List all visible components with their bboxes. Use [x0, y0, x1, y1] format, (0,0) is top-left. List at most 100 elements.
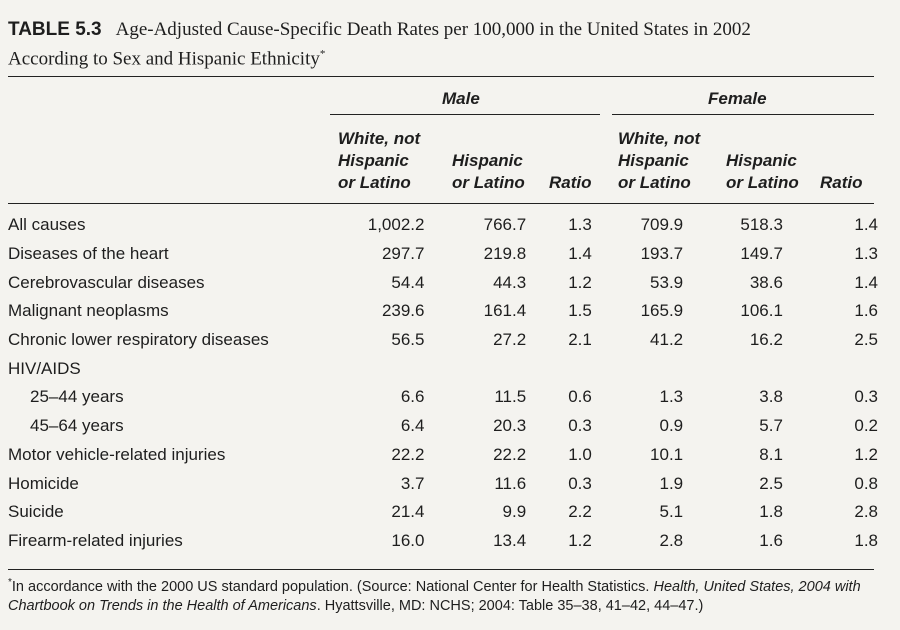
male-white-cell: 21.4: [391, 502, 425, 522]
female-ratio-cell: 0.2: [854, 416, 878, 436]
table-label: TABLE 5.3: [8, 19, 102, 40]
male-white-cell: 16.0: [391, 530, 425, 550]
female-hispanic-cell: 106.1: [740, 301, 783, 321]
male-hispanic-header: Hispanic or Latino: [452, 150, 525, 194]
footnote-text-a: In accordance with the 2000 US standard …: [11, 578, 654, 595]
cause-cell: 25–44 years: [30, 387, 124, 407]
female-white-cell: 5.1: [659, 502, 684, 522]
female-ratio-cell: 1.8: [854, 530, 878, 550]
female-white-cell: 709.9: [640, 215, 684, 235]
male-ratio-header: Ratio: [549, 173, 592, 192]
table-row: Chronic lower respiratory diseases 56.5 27…: [8, 326, 878, 355]
female-hispanic-cell: [683, 354, 783, 383]
footnote-mark: *: [8, 577, 12, 588]
male-ratio-cell: [526, 354, 592, 383]
table-row: 25–44 years 6.6 11.5 0.6 1.3 3.8 0.3: [8, 383, 878, 412]
male-hispanic-cell: 9.9: [502, 502, 527, 522]
male-hispanic-cell: 11.6: [494, 473, 527, 493]
female-hispanic-header: Hispanic or Latino: [726, 150, 799, 194]
table-title-line1: Age-Adjusted Cause-Specific Death Rates …: [115, 19, 751, 40]
male-white-header-line2: Hispanic: [338, 151, 409, 170]
table-title: TABLE 5.3 Age-Adjusted Cause-Specific Dea…: [8, 18, 888, 71]
title-footnote-mark: *: [319, 48, 326, 60]
footnote-text-b: . Hyattsville, MD: NCHS; 2004: Table 35–…: [316, 597, 704, 614]
male-hispanic-cell: 44.3: [493, 272, 527, 292]
male-white-cell: 56.5: [391, 330, 425, 350]
male-white-cell: 297.7: [381, 244, 425, 264]
female-white-cell: [592, 354, 683, 383]
table-row: Suicide 21.4 9.9 2.2 5.1 1.8 2.8: [8, 498, 878, 527]
male-hispanic-cell: 161.4: [483, 301, 527, 321]
cause-cell: 45–64 years: [30, 416, 124, 436]
female-ratio-cell: 0.8: [854, 473, 878, 493]
cause-cell: Suicide: [8, 502, 64, 522]
male-hispanic-cell: 766.7: [483, 215, 527, 235]
cause-cell: HIV/AIDS: [8, 358, 81, 378]
female-group-rule: [612, 114, 874, 115]
male-ratio-cell: 1.3: [568, 215, 592, 235]
female-hispanic-cell: 2.5: [759, 473, 783, 493]
female-white-cell: 1.9: [659, 473, 684, 493]
cause-cell: Motor vehicle-related injuries: [8, 444, 226, 464]
male-white-header-line3: or Latino: [338, 173, 411, 192]
male-white-header: White, not Hispanic or Latino: [338, 128, 420, 194]
male-white-cell: 239.6: [381, 301, 425, 321]
table-row: HIV/AIDS: [8, 354, 878, 383]
cause-cell: Diseases of the heart: [8, 244, 169, 264]
male-hispanic-cell: 219.8: [483, 244, 527, 264]
male-white-cell: 22.2: [391, 444, 425, 464]
female-hispanic-cell: 1.6: [759, 530, 783, 550]
male-hispanic-header-line1: Hispanic: [452, 151, 523, 170]
female-ratio-header: Ratio: [820, 173, 863, 192]
cause-cell: Homicide: [8, 473, 79, 493]
table-title-line2: According to Sex and Hispanic Ethnicity: [8, 48, 320, 70]
bottom-rule: [8, 569, 874, 570]
male-hispanic-cell: 22.2: [493, 444, 527, 464]
male-hispanic-cell: 13.4: [493, 530, 527, 550]
male-ratio-cell: 1.4: [568, 244, 592, 264]
female-hispanic-cell: 1.8: [759, 502, 783, 522]
female-white-cell: 193.7: [640, 244, 684, 264]
male-group-rule: [330, 114, 600, 115]
female-hispanic-cell: 8.1: [759, 444, 783, 464]
table-row: Homicide 3.7 11.6 0.3 1.9 2.5 0.8: [8, 469, 878, 498]
male-ratio-cell: 2.1: [568, 330, 592, 350]
female-white-cell: 0.9: [659, 416, 684, 436]
cause-cell: Chronic lower respiratory diseases: [8, 330, 269, 350]
female-white-header-line1: White, not: [618, 129, 701, 148]
table-row: All causes 1,002.2 766.7 1.3 709.9 518.3 1.4: [8, 211, 878, 240]
cause-cell: Cerebrovascular diseases: [8, 272, 205, 292]
table-footnote: *In accordance with the 2000 US standard…: [8, 573, 888, 616]
female-white-cell: 165.9: [640, 301, 684, 321]
table-row: Diseases of the heart 297.7 219.8 1.4 193.7 1…: [8, 240, 878, 269]
table-row: Motor vehicle-related injuries 22.2 22.2 1.…: [8, 441, 878, 470]
female-white-header-line2: Hispanic: [618, 151, 689, 170]
top-rule: [8, 76, 874, 77]
female-hispanic-cell: 149.7: [740, 244, 783, 264]
female-ratio-cell: 2.5: [854, 330, 878, 350]
male-hispanic-cell: 20.3: [493, 416, 527, 436]
male-ratio-cell: 1.5: [568, 301, 592, 321]
male-ratio-cell: 0.6: [568, 387, 592, 407]
table-row: Cerebrovascular diseases 54.4 44.3 1.2 53.9 3…: [8, 268, 878, 297]
female-hispanic-cell: 5.7: [759, 416, 783, 436]
female-hispanic-cell: 3.8: [759, 387, 783, 407]
male-hispanic-cell: 11.5: [494, 387, 527, 407]
male-group-header: Male: [442, 89, 480, 108]
female-hispanic-cell: 16.2: [749, 330, 783, 350]
male-hispanic-cell: 27.2: [493, 330, 527, 350]
male-ratio-cell: 1.2: [568, 272, 592, 292]
female-ratio-cell: 1.4: [854, 215, 878, 235]
table-row: 45–64 years 6.4 20.3 0.3 0.9 5.7 0.2: [8, 412, 878, 441]
female-ratio-cell: 0.3: [854, 387, 878, 407]
male-ratio-cell: 0.3: [568, 473, 592, 493]
male-white-cell: 3.7: [400, 473, 425, 493]
male-hispanic-cell: [424, 354, 526, 383]
female-ratio-cell: 1.4: [854, 272, 878, 292]
female-white-header-line3: or Latino: [618, 173, 691, 192]
female-white-header: White, not Hispanic or Latino: [618, 128, 700, 194]
female-hispanic-cell: 38.6: [749, 272, 783, 292]
male-ratio-cell: 2.2: [568, 502, 592, 522]
female-hispanic-header-line2: or Latino: [726, 173, 799, 192]
table-body: All causes 1,002.2 766.7 1.3 709.9 518.3 1.4 Di…: [8, 211, 878, 555]
